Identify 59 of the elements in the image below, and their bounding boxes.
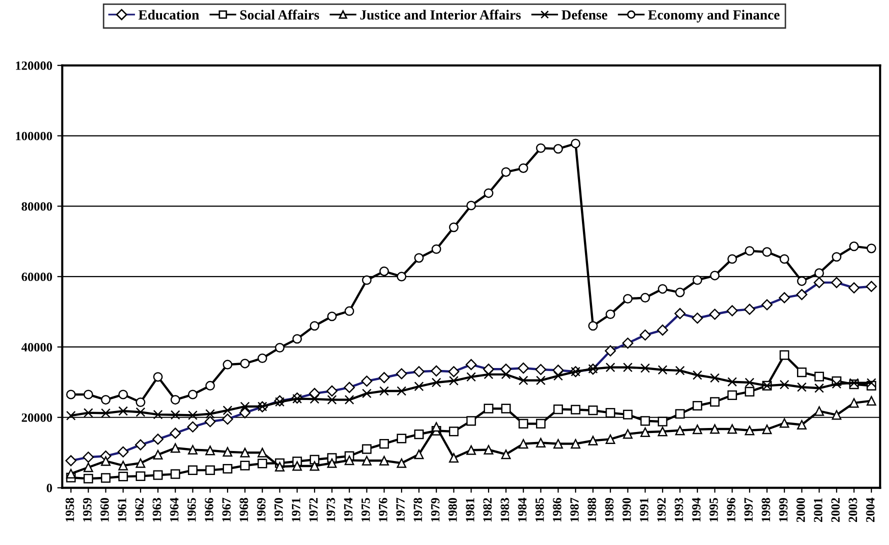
x-tick-label: 1978 (414, 498, 422, 522)
x-tick-label: 1971 (292, 498, 300, 522)
x-tick-label: 1997 (744, 498, 753, 522)
x-tick-label: 1964 (170, 498, 178, 522)
x-tick-label: 1958 (66, 498, 74, 522)
x-tick-label: 1968 (240, 498, 248, 522)
y-tick-label: 80000 (22, 202, 52, 211)
legend-label: Education (138, 10, 200, 20)
x-tick-label: 1974 (344, 498, 352, 522)
x-tick-label: 1960 (100, 498, 109, 522)
x-tick-label: 1959 (83, 498, 92, 522)
x-tick-label: 2001 (814, 498, 822, 522)
x-tick-label: 1979 (431, 498, 440, 522)
y-tick-label: 60000 (22, 272, 52, 282)
x-tick-label: 1991 (640, 498, 648, 522)
x-tick-label: 1981 (466, 498, 474, 522)
legend-label: Economy and Finance (648, 10, 780, 22)
x-tick-label: 1965 (187, 498, 196, 522)
y-tick-label: 40000 (21, 343, 52, 352)
x-tick-label: 1970 (274, 498, 283, 522)
x-tick-label: 1963 (152, 498, 162, 522)
x-tick-label: 1982 (483, 498, 492, 522)
x-tick-label: 2002 (831, 498, 840, 522)
x-tick-label: 1972 (309, 498, 318, 522)
x-tick-label: 1995 (710, 498, 718, 522)
x-tick-label: 1985 (535, 498, 544, 522)
x-tick-label: 1996 (726, 498, 736, 522)
x-tick-label: 1976 (378, 498, 388, 522)
x-tick-label: 1967 (222, 498, 231, 522)
x-tick-label: 1989 (605, 498, 614, 522)
x-tick-label: 2003 (848, 498, 858, 522)
x-tick-label: 1966 (204, 498, 214, 522)
x-tick-label: 1986 (552, 498, 562, 522)
x-tick-label: 1973 (326, 498, 336, 522)
y-tick-label: 0 (46, 484, 52, 492)
x-tick-label: 1987 (570, 498, 579, 522)
legend-label: Justice and Interior Affairs (360, 10, 521, 20)
x-tick-label: 1975 (361, 498, 370, 522)
y-tick-label: 100000 (16, 132, 52, 140)
legend-label: Defense (562, 10, 608, 20)
x-tick-label: 1998 (762, 498, 770, 522)
x-tick-label: 1969 (257, 498, 266, 522)
x-tick-label: 2004 (866, 498, 875, 522)
y-tick-label: 120000 (16, 61, 52, 70)
x-tick-label: 1994 (692, 498, 701, 522)
x-tick-label: 1977 (396, 498, 405, 522)
x-tick-label: 1962 (135, 498, 144, 522)
x-tick-label: 1988 (588, 498, 596, 522)
x-tick-label: 1993 (674, 498, 684, 522)
x-tick-label: 2000 (796, 498, 805, 522)
x-tick-label: 1984 (518, 498, 527, 522)
legend-label: Social Affairs (240, 10, 320, 20)
x-tick-label: 1999 (779, 498, 788, 522)
x-tick-label: 1961 (118, 498, 126, 522)
x-tick-label: 1992 (657, 498, 666, 522)
y-tick-label: 20000 (22, 413, 52, 422)
x-tick-label: 1983 (500, 498, 510, 522)
x-tick-label: 1990 (622, 498, 631, 522)
x-tick-label: 1980 (448, 498, 457, 522)
